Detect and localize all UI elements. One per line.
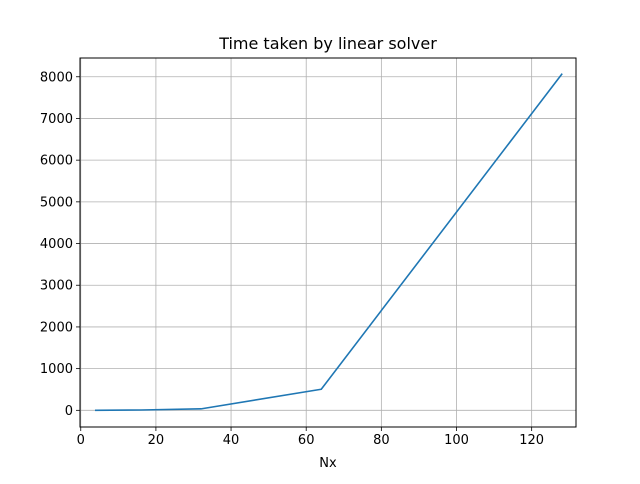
x-tick-label: 100 (444, 433, 469, 448)
y-tick-label: 8000 (40, 70, 73, 85)
x-tick-label: 40 (223, 433, 240, 448)
y-tick-label: 2000 (40, 320, 73, 335)
y-tick-label: 7000 (40, 112, 73, 127)
grid-lines (80, 58, 576, 427)
y-tick-label: 3000 (40, 279, 73, 294)
series-line-0 (94, 73, 563, 412)
y-tick-label: 0 (65, 404, 73, 419)
x-tick-label: 80 (373, 433, 390, 448)
series-layer (94, 73, 563, 412)
chart-title: Time taken by linear solver (218, 34, 437, 53)
x-tick-label: 60 (298, 433, 315, 448)
x-axis-label: Nx (319, 456, 337, 471)
plot-frame (79, 57, 577, 428)
y-tick-label: 1000 (40, 362, 73, 377)
y-tick-label: 4000 (40, 237, 73, 252)
y-axis-ticks: 0 1000 2000 3000 4000 5000 6000 7000 8000 (40, 70, 80, 419)
y-tick-label: 5000 (40, 195, 73, 210)
x-tick-label: 0 (77, 433, 85, 448)
x-tick-label: 120 (519, 433, 544, 448)
y-tick-label: 6000 (40, 154, 73, 169)
x-axis-ticks: 0 20 40 60 80 100 120 (77, 427, 544, 448)
x-tick-label: 20 (148, 433, 165, 448)
